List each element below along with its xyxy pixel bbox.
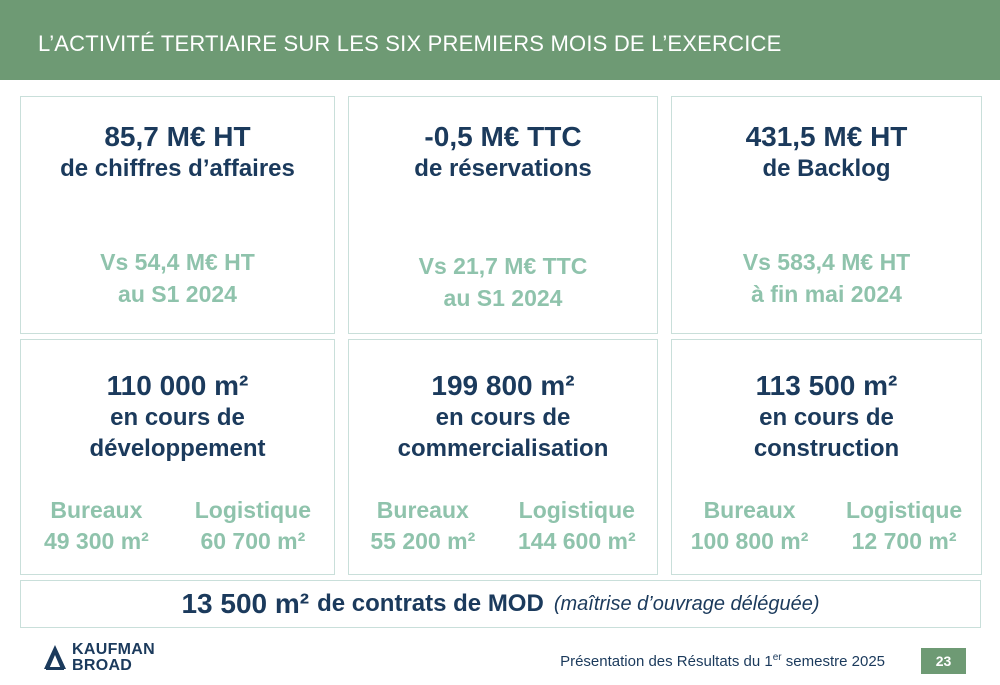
footer-sup: er — [772, 652, 782, 663]
card-reservations: -0,5 M€ TTC de réservations Vs 21,7 M€ T… — [348, 96, 658, 334]
card-development: 110 000 m² en cours de développement Bur… — [20, 339, 335, 575]
card-comparison-period: au S1 2024 — [118, 281, 237, 307]
card-value: -0,5 M€ TTC — [424, 121, 582, 152]
card-value: 431,5 M€ HT — [745, 121, 908, 152]
card-label: en cours de — [435, 404, 571, 431]
breakdown-offices: Bureaux 55 200 m² — [370, 495, 475, 557]
breakdown-label: Logistique — [845, 497, 963, 523]
breakdown-logistics: Logistique 12 700 m² — [846, 495, 962, 557]
split-breakdown: Bureaux 55 200 m² Logistique 144 600 m² — [349, 495, 657, 557]
logo-mark-icon — [44, 645, 66, 670]
card-comparison: Vs 54,4 M€ HT — [100, 249, 255, 275]
card-comparison-period: à fin mai 2024 — [751, 281, 902, 307]
breakdown-offices: Bureaux 100 800 m² — [691, 495, 809, 557]
breakdown-label: Logistique — [518, 497, 635, 523]
card-commercialisation: 199 800 m² en cours de commercialisation… — [348, 339, 658, 575]
card-label: développement — [89, 435, 266, 462]
header-bar: L’ACTIVITÉ TERTIAIRE SUR LES SIX PREMIER… — [0, 0, 1000, 80]
card-label: commercialisation — [397, 435, 609, 462]
mod-label: de contrats de MOD — [317, 590, 544, 617]
breakdown-label: Bureaux — [376, 497, 469, 523]
breakdown-offices: Bureaux 49 300 m² — [44, 495, 149, 557]
mod-note: (maîtrise d’ouvrage déléguée) — [553, 592, 820, 615]
card-label: construction — [753, 435, 900, 462]
breakdown-label: Bureaux — [50, 497, 143, 523]
logo-line-2: BROAD — [72, 657, 133, 674]
card-value: 85,7 M€ HT — [104, 121, 251, 152]
card-label: de réservations — [414, 155, 592, 182]
split-breakdown: Bureaux 100 800 m² Logistique 12 700 m² — [672, 495, 981, 557]
logo-line-1: KAUFMAN — [72, 641, 155, 658]
breakdown-label: Logistique — [194, 497, 312, 523]
breakdown-value: 144 600 m² — [517, 528, 636, 554]
card-label: en cours de — [110, 404, 245, 431]
breakdown-value: 12 700 m² — [851, 528, 957, 554]
page-number: 23 — [921, 648, 966, 674]
breakdown-logistics: Logistique 144 600 m² — [518, 495, 636, 557]
card-comparison: Vs 583,4 M€ HT — [742, 249, 911, 275]
footer-text-before: Présentation des Résultats du 1 — [560, 653, 773, 670]
card-label: de chiffres d’affaires — [60, 155, 295, 182]
footer-text-after: semestre 2025 — [781, 653, 885, 670]
mod-value: 13 500 m² — [181, 588, 310, 619]
breakdown-value: 100 800 m² — [690, 528, 809, 554]
card-value: 113 500 m² — [755, 370, 898, 401]
card-label: de Backlog — [762, 155, 891, 182]
card-construction: 113 500 m² en cours de construction Bure… — [671, 339, 982, 575]
breakdown-value: 49 300 m² — [43, 528, 149, 554]
breakdown-value: 55 200 m² — [370, 528, 476, 554]
card-comparison: Vs 21,7 M€ TTC — [418, 253, 588, 279]
card-value: 199 800 m² — [431, 370, 575, 401]
footer-text: Présentation des Résultats du 1er semest… — [560, 652, 885, 670]
breakdown-logistics: Logistique 60 700 m² — [195, 495, 311, 557]
split-breakdown: Bureaux 49 300 m² Logistique 60 700 m² — [21, 495, 334, 557]
page-title: L’ACTIVITÉ TERTIAIRE SUR LES SIX PREMIER… — [38, 31, 782, 56]
card-label: en cours de — [759, 404, 894, 431]
card-revenue: 85,7 M€ HT de chiffres d’affaires Vs 54,… — [20, 96, 335, 334]
breakdown-label: Bureaux — [703, 497, 796, 523]
card-value: 110 000 m² — [106, 370, 249, 401]
breakdown-value: 60 700 m² — [200, 528, 306, 554]
card-backlog: 431,5 M€ HT de Backlog Vs 583,4 M€ HT à … — [671, 96, 982, 334]
mod-banner: 13 500 m² de contrats de MOD (maîtrise d… — [20, 580, 981, 628]
card-comparison-period: au S1 2024 — [443, 285, 563, 311]
